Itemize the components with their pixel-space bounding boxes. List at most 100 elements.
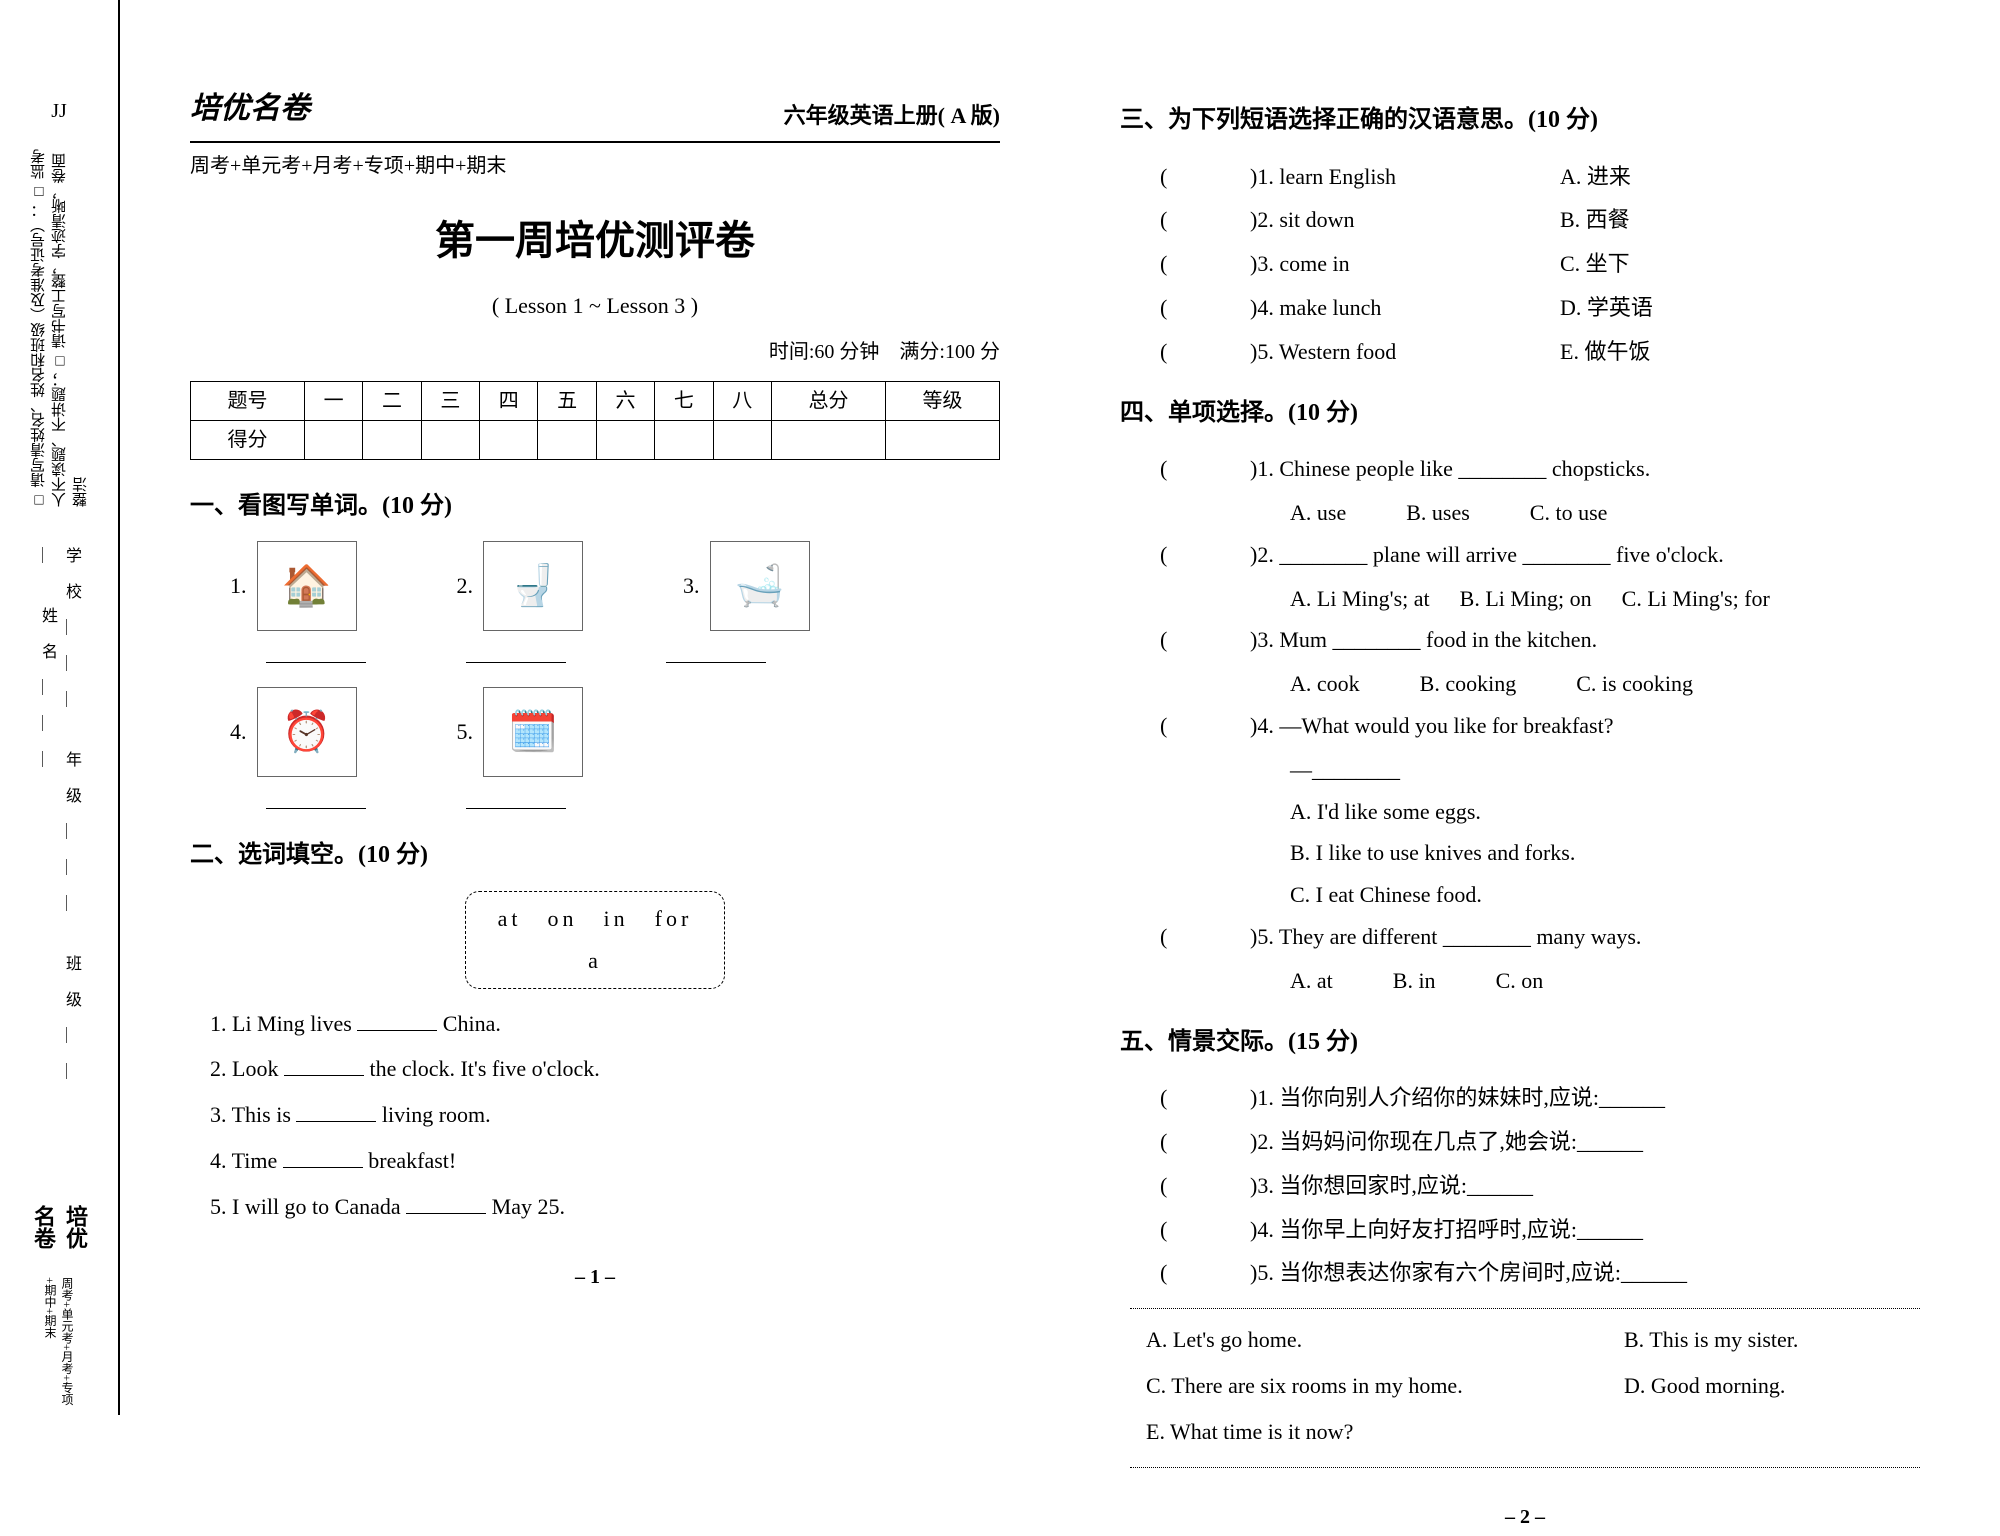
answer-paren[interactable]: ( [1160, 1077, 1250, 1119]
option[interactable]: B. Li Ming; on [1460, 578, 1592, 620]
score-col: 六 [596, 381, 654, 420]
option[interactable]: A. Let's go home. [1146, 1319, 1624, 1361]
answer-paren[interactable]: ( [1160, 199, 1250, 241]
situational-item: ( )5. 当你想表达你家有六个房间时,应说:______ [1160, 1252, 1930, 1294]
score-col: 等级 [885, 381, 999, 420]
fill-blank-q2: 2. Look the clock. It's five o'clock. [210, 1048, 1000, 1090]
section-4-title: 四、单项选择。(10 分) [1120, 391, 1930, 437]
binding-spine: JJ □ 请写清姓名、姓名和班级（及准考证号）： □ 监考人不读题、不讲题； □… [0, 0, 120, 1415]
mcq-options: A. cook B. cooking C. is cooking [1290, 663, 1930, 705]
match-item: ( )3. come inC. 坐下 [1160, 243, 1930, 285]
score-col: 二 [363, 381, 421, 420]
answer-blank[interactable] [666, 641, 766, 663]
option[interactable]: C. There are six rooms in my home. [1146, 1365, 1624, 1407]
option[interactable]: A. I'd like some eggs. [1290, 791, 1930, 833]
spine-brand-sub: 周考+单元考+月考+专项+期中+期末 [42, 1277, 76, 1415]
pages-container: 培优名卷 六年级英语上册( A 版) 周考+单元考+月考+专项+期中+期末 第一… [120, 0, 2000, 1415]
option[interactable]: E. What time is it now? [1146, 1411, 1904, 1453]
page-number: – 2 – [1120, 1498, 1930, 1536]
score-col: 总分 [771, 381, 885, 420]
spine-jj: JJ [51, 100, 67, 123]
situational-item: ( )1. 当你向别人介绍你的妹妹时,应说:______ [1160, 1077, 1930, 1119]
fill-blank-q5: 5. I will go to Canada May 25. [210, 1186, 1000, 1228]
header-bar: 培优名卷 六年级英语上册( A 版) [190, 80, 1000, 143]
answer-blank[interactable] [466, 787, 566, 809]
score-col: 八 [713, 381, 771, 420]
answer-blank[interactable] [266, 641, 366, 663]
brand-logo: 培优名卷 [190, 80, 310, 137]
mcq-dialogue: —________ [1290, 749, 1930, 791]
house-icon: 🏠 [257, 541, 357, 631]
option[interactable]: A. Li Ming's; at [1290, 578, 1430, 620]
answer-paren[interactable]: ( [1160, 243, 1250, 285]
mcq-item: ( )2. ________ plane will arrive _______… [1160, 534, 1930, 576]
match-item: ( )5. Western foodE. 做午饭 [1160, 331, 1930, 373]
option[interactable]: B. This is my sister. [1624, 1319, 1904, 1361]
answer-blanks-row-2 [266, 781, 1000, 815]
page-1: 培优名卷 六年级英语上册( A 版) 周考+单元考+月考+专项+期中+期末 第一… [160, 80, 1030, 1375]
exam-scope: 周考+单元考+月考+专项+期中+期末 [190, 147, 1000, 185]
answer-blank[interactable] [284, 1054, 364, 1076]
option[interactable]: A. at [1290, 960, 1333, 1002]
score-header-label: 题号 [191, 381, 305, 420]
answer-paren[interactable]: ( [1160, 448, 1250, 490]
mcq-item: ( )5. They are different ________ many w… [1160, 916, 1930, 958]
mcq-options: A. Li Ming's; at B. Li Ming; on C. Li Ming… [1290, 578, 1930, 620]
answer-paren[interactable]: ( [1160, 1121, 1250, 1163]
score-col: 七 [655, 381, 713, 420]
time-score-info: 时间:60 分钟 满分:100 分 [190, 333, 1000, 371]
answer-paren[interactable]: ( [1160, 331, 1250, 373]
table-row: 得分 [191, 420, 1000, 459]
answer-blank[interactable] [283, 1146, 363, 1168]
mcq-item: ( )4. —What would you like for breakfast… [1160, 705, 1930, 747]
fill-blank-q3: 3. This is living room. [210, 1094, 1000, 1136]
option[interactable]: A. cook [1290, 663, 1360, 705]
picture-item: 5. 🗓️ [457, 687, 584, 777]
answer-blanks-row-1 [266, 635, 1000, 669]
answer-paren[interactable]: ( [1160, 619, 1250, 661]
picture-item: 4. ⏰ [230, 687, 357, 777]
answer-paren[interactable]: ( [1160, 1209, 1250, 1251]
answer-paren[interactable]: ( [1160, 1252, 1250, 1294]
option[interactable]: C. on [1496, 960, 1544, 1002]
score-row-label: 得分 [191, 420, 305, 459]
situational-list: ( )1. 当你向别人介绍你的妹妹时,应说:______ ( )2. 当妈妈问你… [1160, 1077, 1930, 1294]
score-col: 三 [421, 381, 479, 420]
option[interactable]: D. Good morning. [1624, 1365, 1904, 1407]
option[interactable]: B. I like to use knives and forks. [1290, 832, 1930, 874]
answer-paren[interactable]: ( [1160, 156, 1250, 198]
picture-row-1: 1. 🏠 2. 🚽 3. 🛁 [230, 541, 1000, 631]
answer-blank[interactable] [466, 641, 566, 663]
answer-paren[interactable]: ( [1160, 534, 1250, 576]
answer-blank[interactable] [406, 1192, 486, 1214]
answer-blank[interactable] [296, 1100, 376, 1122]
option-box: A. Let's go home.B. This is my sister. C… [1130, 1308, 1920, 1467]
picture-item: 3. 🛁 [683, 541, 810, 631]
mcq-item: ( )1. Chinese people like ________ chops… [1160, 448, 1930, 490]
option[interactable]: A. use [1290, 492, 1346, 534]
match-item: ( )1. learn EnglishA. 进来 [1160, 156, 1930, 198]
option[interactable]: C. Li Ming's; for [1622, 578, 1770, 620]
answer-blank[interactable] [266, 787, 366, 809]
option[interactable]: C. I eat Chinese food. [1290, 874, 1930, 916]
option[interactable]: C. is cooking [1576, 663, 1693, 705]
option[interactable]: B. in [1393, 960, 1436, 1002]
item-number: 3. [683, 565, 700, 607]
answer-paren[interactable]: ( [1160, 705, 1250, 747]
answer-blank[interactable] [357, 1009, 437, 1031]
spine-instructions: □ 请写清姓名、姓名和班级（及准考证号）： □ 监考人不读题、不讲题； □ 请书… [28, 143, 91, 507]
item-number: 2. [457, 565, 474, 607]
match-item: ( )4. make lunchD. 学英语 [1160, 287, 1930, 329]
option[interactable]: B. cooking [1420, 663, 1517, 705]
option[interactable]: C. to use [1530, 492, 1608, 534]
answer-paren[interactable]: ( [1160, 1165, 1250, 1207]
answer-paren[interactable]: ( [1160, 287, 1250, 329]
score-col: 一 [304, 381, 362, 420]
option[interactable]: B. uses [1406, 492, 1470, 534]
section-5-title: 五、情景交际。(15 分) [1120, 1020, 1930, 1066]
answer-paren[interactable]: ( [1160, 916, 1250, 958]
book-title: 六年级英语上册( A 版) [784, 95, 1000, 137]
picture-row-2: 4. ⏰ 5. 🗓️ [230, 687, 1000, 777]
table-row: 题号 一 二 三 四 五 六 七 八 总分 等级 [191, 381, 1000, 420]
section-3-title: 三、为下列短语选择正确的汉语意思。(10 分) [1120, 98, 1930, 144]
